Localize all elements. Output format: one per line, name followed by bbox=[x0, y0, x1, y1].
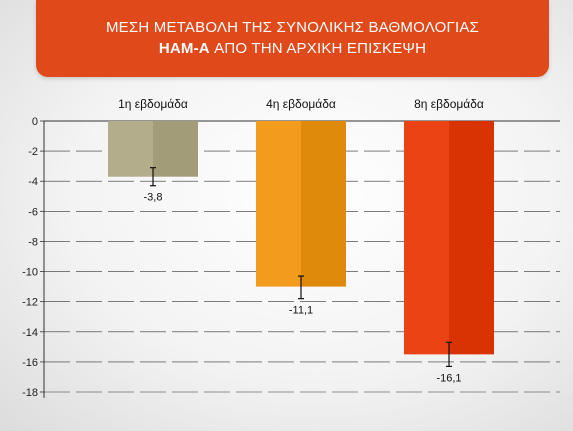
chart-title-line1: ΜΕΣΗ ΜΕΤΑΒΟΛΗ ΤΗΣ ΣΥΝΟΛΙΚΗΣ ΒΑΘΜΟΛΟΓΙΑΣ bbox=[105, 19, 479, 36]
y-tick-label: 0 bbox=[32, 116, 38, 128]
y-tick-label: -10 bbox=[22, 267, 38, 279]
y-tick-label: -12 bbox=[22, 297, 38, 309]
y-tick-label: -6 bbox=[28, 206, 38, 218]
chart-title-rest: ΑΠΟ ΤΗΝ ΑΡΧΙΚΗ ΕΠΙΣΚΕΨΗ bbox=[209, 40, 427, 57]
y-tick-label: -2 bbox=[28, 146, 38, 158]
y-tick-label: -14 bbox=[22, 327, 38, 339]
category-label: 8η εβδομάδα bbox=[414, 97, 484, 111]
chart-title-banner: ΜΕΣΗ ΜΕΤΑΒΟΛΗ ΤΗΣ ΣΥΝΟΛΙΚΗΣ ΒΑΘΜΟΛΟΓΙΑΣ … bbox=[36, 0, 549, 77]
data-label: -3,8 bbox=[144, 192, 163, 204]
y-tick-label: -8 bbox=[28, 236, 38, 248]
y-tick-label: -16 bbox=[22, 357, 38, 369]
bar-left-half bbox=[256, 121, 301, 287]
category-label: 4η εβδομάδα bbox=[266, 97, 336, 111]
bar-left-half bbox=[404, 121, 449, 355]
bar-right-half bbox=[301, 121, 346, 287]
bar-left-half bbox=[108, 121, 153, 177]
bar-right-half bbox=[153, 121, 198, 177]
chart-title-line2: HAM-A ΑΠΟ ΤΗΝ ΑΡΧΙΚΗ ΕΠΙΣΚΕΨΗ bbox=[36, 40, 549, 57]
data-label: -11,1 bbox=[289, 305, 313, 317]
y-tick-label: -4 bbox=[28, 176, 38, 188]
data-label: -16,1 bbox=[436, 372, 461, 384]
bar-right-half bbox=[449, 121, 494, 355]
category-label: 1η εβδομάδα bbox=[118, 97, 188, 111]
chart-title-bold: HAM-A bbox=[158, 40, 210, 57]
y-tick-label: -18 bbox=[22, 387, 38, 399]
